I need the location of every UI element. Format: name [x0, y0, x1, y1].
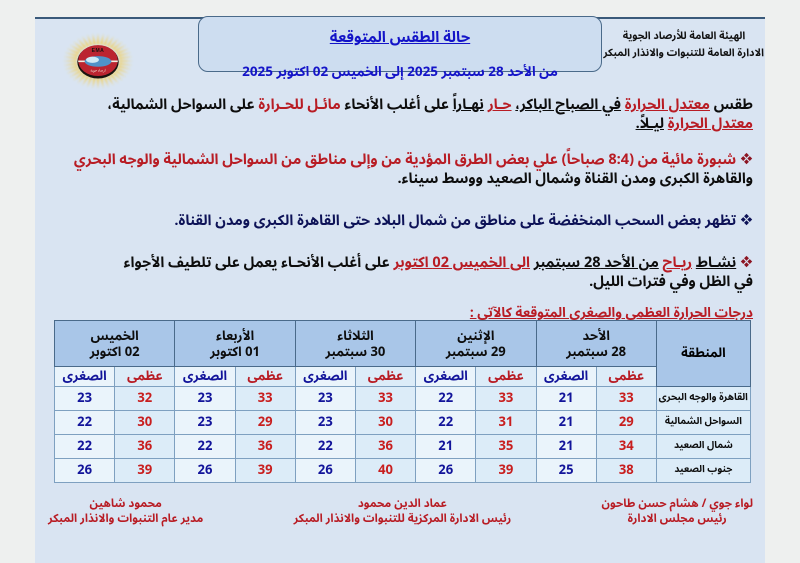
svg-text:ارصاد جوية: ارصاد جوية	[90, 69, 105, 73]
svg-text:EMA: EMA	[92, 48, 105, 54]
